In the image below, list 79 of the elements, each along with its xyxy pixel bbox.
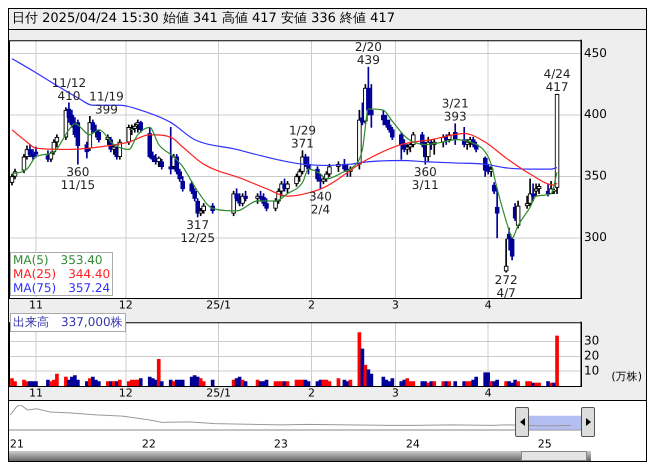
x-tick-label: 3 <box>392 386 399 400</box>
bar <box>97 381 101 386</box>
bar <box>537 382 541 386</box>
annotation: 360 3/11 <box>412 165 439 192</box>
y-axis-title: (万株) <box>611 369 642 384</box>
chart-title: 出来高 337,000株 <box>10 313 126 332</box>
annotation: 317 12/25 <box>180 218 215 245</box>
bar <box>202 381 206 386</box>
bar <box>423 381 428 386</box>
bar <box>138 378 143 386</box>
annotation: 340 2/4 <box>309 190 332 217</box>
bar <box>516 381 520 386</box>
y-tick-label: 350 <box>584 168 607 183</box>
text: MA(5) 353.40 <box>13 253 104 267</box>
annotation: 272 4/7 <box>494 273 518 300</box>
bar <box>264 380 268 386</box>
bar <box>118 380 122 386</box>
x-tick-label: 25/1 <box>206 386 231 400</box>
bar <box>507 381 511 386</box>
bar <box>210 380 214 386</box>
y-tick-label: 400 <box>584 107 607 122</box>
bar <box>328 381 332 386</box>
bar <box>46 380 50 386</box>
x-tick-label: 25 <box>538 437 552 450</box>
bar <box>486 372 490 386</box>
bar <box>286 381 290 386</box>
bar <box>370 374 374 386</box>
bar <box>22 380 26 386</box>
bar <box>244 381 248 386</box>
bar <box>447 381 452 386</box>
x-tick-label: 4 <box>484 298 492 312</box>
x-tick-label: 12 <box>118 386 133 400</box>
bar <box>495 380 499 386</box>
annotation: 4/24 417 <box>544 67 571 94</box>
annotation: 3/21 393 <box>442 96 469 124</box>
y-tick-label: 20 <box>584 348 600 362</box>
y-tick-label: 300 <box>584 230 607 244</box>
x-tick-label: 25/1 <box>206 298 231 312</box>
bar <box>13 381 17 386</box>
bar <box>156 358 161 386</box>
y-tick-label: 30 <box>584 334 600 348</box>
bar <box>453 381 458 386</box>
bar <box>336 378 340 386</box>
bar <box>55 374 59 386</box>
bar <box>390 378 394 386</box>
bar <box>304 380 308 386</box>
x-tick-label: 3 <box>392 298 399 312</box>
annotation: 2/20 439 <box>354 40 382 68</box>
annotation: 11/19 399 <box>89 89 124 116</box>
x-tick-label: 23 <box>274 437 288 450</box>
bar <box>432 381 436 386</box>
bar <box>306 381 310 386</box>
x-tick-label: 12 <box>118 298 133 312</box>
x-tick-label: 11 <box>28 386 43 400</box>
bar <box>528 381 532 386</box>
x-tick-label: 2 <box>308 386 315 400</box>
chart-title: 日付 2025/04/24 15:30 始値 341 高値 417 安値 336 終値 417 <box>9 9 646 30</box>
bar <box>160 381 164 386</box>
bar <box>76 380 80 386</box>
y-tick-label: 10 <box>584 363 600 378</box>
bar <box>180 380 185 386</box>
x-tick-label: 11 <box>28 298 43 312</box>
text: MA(75) 357.24 <box>13 281 110 295</box>
x-tick-label: 4 <box>484 386 492 400</box>
x-tick-label: 24 <box>406 437 420 450</box>
x-tick-label: 22 <box>142 437 156 450</box>
annotation: 360 11/15 <box>60 165 96 192</box>
x-tick-label: 2 <box>308 298 315 312</box>
text: MA(25) 344.40 <box>13 267 110 281</box>
bar <box>348 380 352 386</box>
x-tick-label: 21 <box>10 437 24 450</box>
bar <box>546 381 550 386</box>
y-tick-label: 450 <box>584 46 607 60</box>
annotation: 1/29 371 <box>289 124 316 151</box>
bar <box>555 336 559 386</box>
bar <box>411 381 416 386</box>
bar <box>474 376 478 386</box>
bar <box>256 380 260 386</box>
bar <box>34 381 38 386</box>
